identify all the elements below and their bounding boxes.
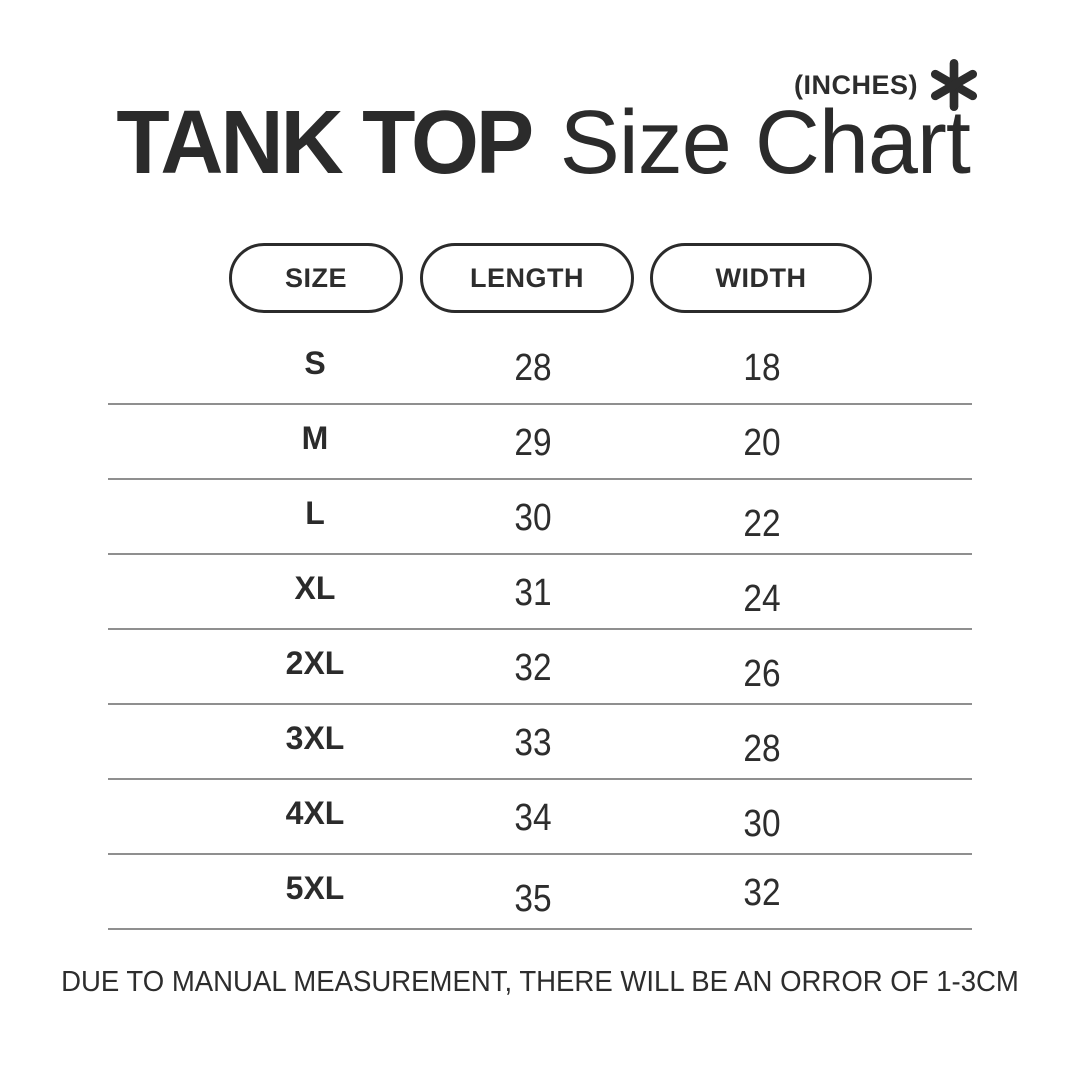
table-row: XL 31 24 (108, 555, 972, 630)
page-title-product: TANK TOP (116, 93, 534, 193)
width-cell: 24 (743, 578, 781, 620)
width-cell: 30 (743, 803, 781, 845)
width-cell: 28 (743, 728, 781, 770)
units-label: (INCHES) (794, 70, 918, 100)
table-row: S 28 18 (108, 330, 972, 405)
size-cell: 2XL (285, 645, 345, 681)
length-cell: 29 (514, 422, 552, 464)
size-cell: M (301, 420, 329, 456)
column-pill-size: SIZE (229, 243, 403, 313)
table-row: M 29 20 (108, 405, 972, 480)
size-table: S 28 18 M 29 20 L 30 22 XL 31 24 2XL 32 … (108, 330, 972, 930)
column-pill-width: WIDTH (650, 243, 872, 313)
width-cell: 32 (743, 872, 781, 914)
asterisk-icon (930, 59, 978, 111)
units-indicator: (INCHES) (794, 58, 980, 112)
width-cell: 26 (743, 653, 781, 695)
length-cell: 32 (514, 647, 552, 689)
length-cell: 33 (514, 722, 552, 764)
length-cell: 34 (514, 797, 552, 839)
column-pill-length: LENGTH (420, 243, 634, 313)
page-title: TANK TOP Size Chart (0, 98, 1080, 188)
page-title-suffix: Size Chart (559, 93, 971, 193)
size-cell: 4XL (285, 795, 345, 831)
measurement-disclaimer: DUE TO MANUAL MEASUREMENT, THERE WILL BE… (61, 966, 1019, 998)
size-cell: S (304, 345, 326, 381)
table-row: L 30 22 (108, 480, 972, 555)
table-row: 5XL 35 32 (108, 855, 972, 930)
size-cell: 3XL (285, 720, 345, 756)
table-row: 3XL 33 28 (108, 705, 972, 780)
width-cell: 22 (743, 503, 781, 545)
length-cell: 31 (514, 572, 552, 614)
length-cell: 28 (514, 347, 552, 389)
size-cell: L (305, 495, 325, 531)
length-cell: 30 (514, 497, 552, 539)
width-cell: 18 (743, 347, 781, 389)
size-cell: XL (294, 570, 336, 606)
length-cell: 35 (514, 878, 552, 920)
table-row: 2XL 32 26 (108, 630, 972, 705)
table-column-headers: SIZE LENGTH WIDTH (0, 243, 1080, 313)
width-cell: 20 (743, 422, 781, 464)
size-cell: 5XL (285, 870, 345, 906)
table-row: 4XL 34 30 (108, 780, 972, 855)
